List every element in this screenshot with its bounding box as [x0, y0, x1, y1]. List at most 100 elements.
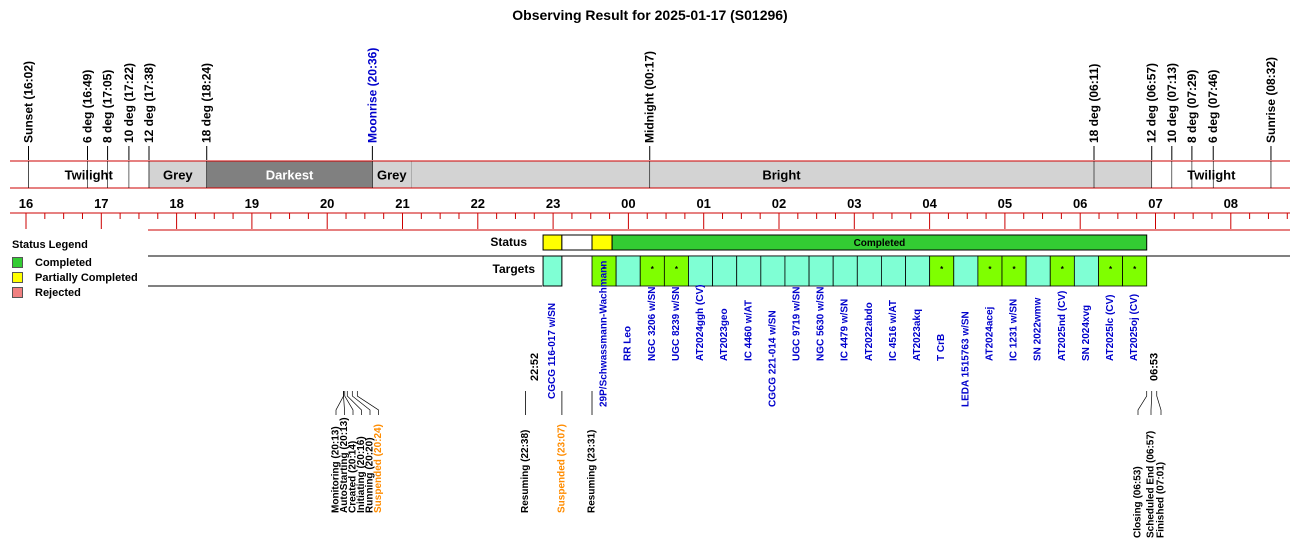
- log-event-label: Suspended (23:07): [556, 424, 567, 513]
- target-label: AT2023geo: [719, 308, 730, 361]
- hour-tick-label: 22: [471, 196, 485, 211]
- legend-item-completed: Completed: [12, 255, 138, 270]
- log-event-label: Closing (06:53): [1133, 466, 1144, 538]
- event-label: Midnight (00:17): [643, 51, 657, 143]
- event-label: 8 deg (17:05): [101, 70, 115, 143]
- event-label: 18 deg (18:24): [200, 63, 214, 143]
- target-label: AT2022abdo: [864, 302, 875, 361]
- hour-tick-label: 06: [1073, 196, 1087, 211]
- log-connector: [1156, 391, 1162, 415]
- log-connector: [351, 391, 371, 415]
- target-idle-block: [542, 255, 563, 287]
- status-block: [591, 234, 613, 251]
- legend-swatch-completed: [12, 257, 23, 268]
- event-label: 10 deg (07:13): [1165, 63, 1179, 143]
- legend-item-rejected: Rejected: [12, 285, 138, 300]
- hour-tick-label: 05: [998, 196, 1012, 211]
- target-label: UGC 9719 w/SN: [792, 287, 803, 361]
- target-mark: *: [988, 265, 992, 274]
- target-cell: [1073, 255, 1099, 287]
- hour-tick-label: 20: [320, 196, 334, 211]
- event-label: Sunrise (08:32): [1264, 57, 1278, 143]
- log-event-label: Suspended (20:24): [373, 424, 384, 513]
- targets-row-label: Targets: [493, 262, 536, 276]
- hour-tick-label: 17: [94, 196, 108, 211]
- legend-title: Status Legend: [12, 239, 88, 251]
- legend-swatch-rejected: [12, 287, 23, 298]
- target-label: UGC 8239 w/SN: [671, 287, 682, 361]
- target-label: CGCG 221-014 w/SN: [767, 310, 778, 407]
- status-block: [542, 234, 563, 251]
- end-time-label: 06:53: [1149, 353, 1161, 381]
- target-cell: [1098, 255, 1123, 287]
- target-cell: [808, 255, 834, 287]
- target-cell: [1025, 255, 1051, 287]
- target-label: RR Leo: [623, 326, 634, 361]
- log-event-label: Finished (07:01): [1156, 462, 1167, 538]
- log-connector: [343, 391, 345, 415]
- target-mark: *: [1061, 265, 1065, 274]
- target-cell: [615, 255, 641, 287]
- hour-tick-label: 04: [922, 196, 937, 211]
- event-label: 6 deg (16:49): [80, 70, 94, 143]
- sky-segment-label: Grey: [163, 168, 193, 183]
- legend-swatch-partial: [12, 272, 23, 283]
- target-label: IC 1231 w/SN: [1009, 299, 1020, 361]
- event-label: 10 deg (17:22): [122, 63, 136, 143]
- log-connector: [346, 391, 362, 415]
- status-block-label: Completed: [854, 238, 906, 249]
- legend-label-partial: Partially Completed: [35, 271, 138, 284]
- log-event-label: Running (20:20): [365, 437, 376, 513]
- sky-segment-label: Twilight: [1187, 168, 1236, 183]
- log-connector: [356, 391, 379, 415]
- target-cell: [881, 255, 906, 287]
- event-label: 12 deg (17:38): [142, 63, 156, 143]
- target-label: 29P/Schwassmann-Wachmann: [599, 261, 610, 407]
- sky-timeline: Twilight Grey Darkest Grey Bright Twilight Sun…: [10, 48, 1290, 231]
- sky-segment-label: Bright: [762, 168, 801, 183]
- log-connector: [1150, 391, 1153, 415]
- target-label: SN 2022wmw: [1033, 297, 1044, 361]
- hour-tick-label: 23: [546, 196, 560, 211]
- sky-segment: [372, 160, 412, 189]
- event-label: 8 deg (07:29): [1185, 70, 1199, 143]
- target-cell: [712, 255, 738, 287]
- target-label: NGC 5630 w/SN: [816, 287, 827, 361]
- hour-tick-label: 08: [1224, 196, 1238, 211]
- log-event-label: Monitoring (20:13): [331, 426, 342, 513]
- log-connector: [335, 391, 344, 415]
- log-connector: [1137, 391, 1148, 415]
- hour-tick-label: 16: [19, 196, 33, 211]
- sky-segment-label: Twilight: [65, 168, 114, 183]
- target-mark: *: [651, 265, 655, 274]
- hour-tick-label: 18: [169, 196, 183, 211]
- target-cell: [639, 255, 665, 287]
- target-label: IC 4516 w/AT: [888, 300, 899, 361]
- legend-label-completed: Completed: [35, 256, 92, 269]
- status-legend: Status Legend Completed Partially Comple…: [12, 239, 138, 300]
- target-cell: [1122, 255, 1148, 287]
- target-cell: [760, 255, 786, 287]
- target-cell: [784, 255, 810, 287]
- hour-tick-label: 19: [245, 196, 259, 211]
- target-label: AT2025lc (CV): [1105, 294, 1116, 361]
- status-row: Status Completed: [148, 234, 1290, 257]
- target-mark: *: [940, 265, 944, 274]
- target-label: NGC 3206 w/SN: [647, 287, 658, 361]
- target-label: AT2024ggh (CV): [695, 285, 706, 362]
- event-label: 6 deg (07:46): [1206, 70, 1220, 143]
- target-cell: [1049, 255, 1075, 287]
- target-mark: *: [1133, 265, 1137, 274]
- target-label: AT2025oj (CV): [1129, 294, 1140, 361]
- hour-tick-label: 02: [772, 196, 786, 211]
- target-label: T CrB: [936, 334, 947, 361]
- log-event-label: Resuming (23:31): [587, 430, 598, 513]
- event-label: Sunset (16:02): [22, 61, 36, 143]
- target-cell: [856, 255, 882, 287]
- target-cell: [736, 255, 762, 287]
- target-label: AT2024acej: [984, 306, 995, 361]
- sky-segment: [148, 160, 207, 189]
- status-block: [561, 234, 593, 251]
- target-mark: *: [675, 265, 679, 274]
